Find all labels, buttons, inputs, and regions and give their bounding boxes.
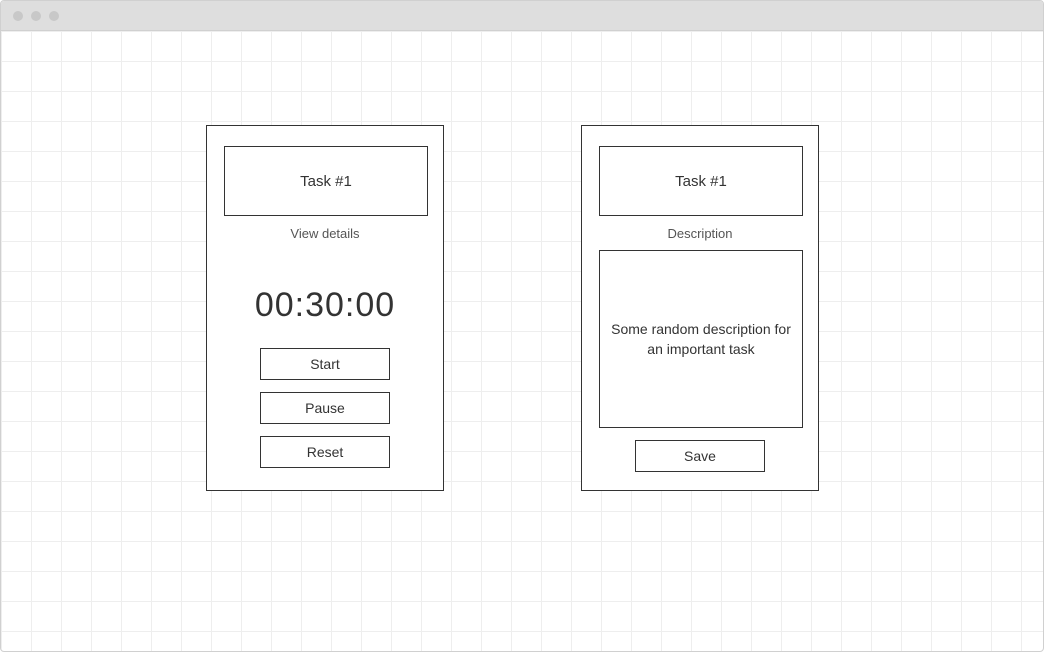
description-text: Some random description for an important… bbox=[610, 319, 792, 360]
description-textarea[interactable]: Some random description for an important… bbox=[599, 250, 803, 428]
task-title-box: Task #1 bbox=[224, 146, 428, 216]
view-details-link[interactable]: View details bbox=[207, 226, 443, 241]
window-titlebar bbox=[1, 1, 1043, 31]
window-maximize-icon[interactable] bbox=[49, 11, 59, 21]
reset-button[interactable]: Reset bbox=[260, 436, 390, 468]
task-title-text: Task #1 bbox=[675, 173, 727, 190]
timer-display: 00:30:00 bbox=[207, 286, 443, 325]
browser-frame: Task #1 View details 00:30:00 Start Paus… bbox=[0, 0, 1044, 652]
canvas-grid: Task #1 View details 00:30:00 Start Paus… bbox=[1, 31, 1043, 652]
window-minimize-icon[interactable] bbox=[31, 11, 41, 21]
task-title-box: Task #1 bbox=[599, 146, 803, 216]
pause-button[interactable]: Pause bbox=[260, 392, 390, 424]
save-button[interactable]: Save bbox=[635, 440, 765, 472]
task-title-text: Task #1 bbox=[300, 173, 352, 190]
timer-card: Task #1 View details 00:30:00 Start Paus… bbox=[206, 125, 444, 491]
window-close-icon[interactable] bbox=[13, 11, 23, 21]
start-button[interactable]: Start bbox=[260, 348, 390, 380]
description-label: Description bbox=[582, 226, 818, 241]
description-card: Task #1 Description Some random descript… bbox=[581, 125, 819, 491]
